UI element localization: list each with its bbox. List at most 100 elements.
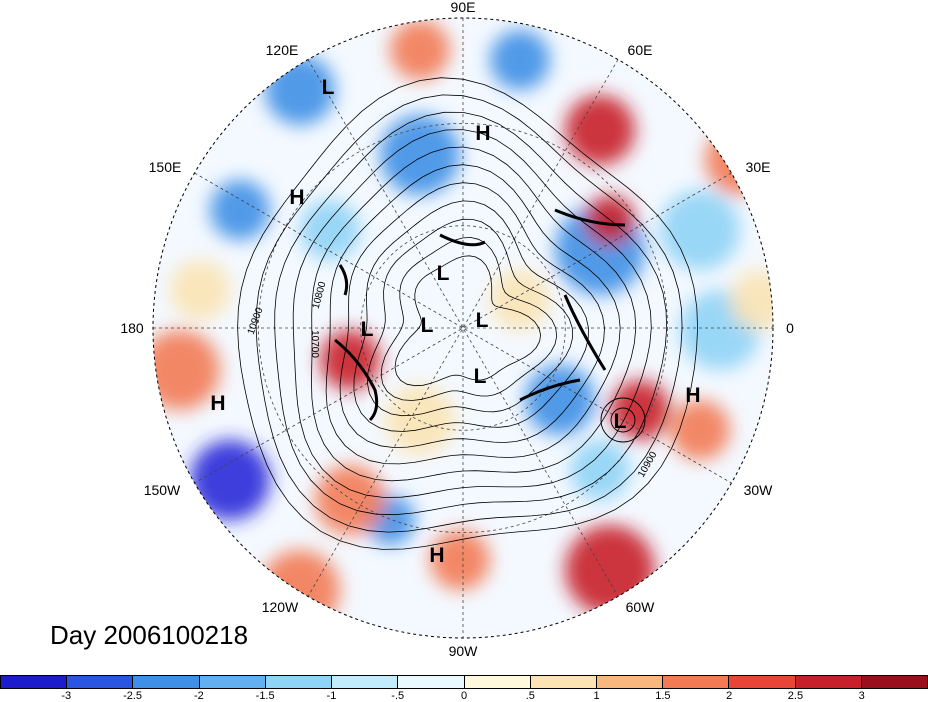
colorbar-segment [530, 676, 597, 688]
longitude-label: 0 [786, 320, 794, 336]
low-pressure-label: L [437, 262, 450, 285]
anomaly-patch [380, 115, 460, 195]
jet-streak [519, 378, 581, 402]
height-contour [237, 77, 698, 550]
height-contour [255, 94, 683, 533]
high-pressure-label: H [429, 544, 444, 567]
pressure-center-labels: L H H L L L L L H L H H [210, 76, 700, 567]
anomaly-patch [565, 95, 635, 165]
longitude-label: 30W [744, 482, 774, 498]
longitude-label: 150W [144, 482, 181, 498]
jet-streak [338, 264, 349, 296]
height-contour [274, 111, 668, 516]
colorbar [0, 675, 928, 689]
anomaly-patch [170, 260, 230, 320]
meridian-line [307, 59, 619, 597]
colorbar-segment [729, 676, 796, 688]
colorbar-segment [464, 676, 531, 688]
height-contour [325, 164, 621, 465]
anomaly-patch [153, 330, 220, 410]
colorbar-segment [398, 676, 465, 688]
anomaly-patch [190, 440, 270, 520]
anomaly-patch [315, 465, 385, 535]
anomaly-patch [430, 530, 490, 590]
anomaly-patch [610, 380, 670, 440]
colorbar-segment [663, 676, 730, 688]
colorbar-tick-label: -3 [61, 690, 72, 702]
colorbar-tick-label: 1.5 [655, 690, 671, 702]
colorbar-tick-label: 2.5 [787, 690, 804, 702]
height-contours [237, 77, 698, 550]
colorbar-tick-label: -1 [326, 690, 337, 702]
height-contour [311, 146, 637, 482]
colorbar-tick-label: 2 [726, 690, 733, 702]
colorbar-tick-label: -2 [193, 690, 204, 702]
anomaly-patch [730, 270, 773, 330]
height-contour [610, 407, 636, 433]
jet-streak [334, 338, 379, 422]
longitude-label: 30E [746, 159, 771, 175]
colorbar-segment [795, 676, 862, 688]
longitude-labels: 90E 60E 30E 0 30W 60W 90W 120W 150W 180 150E 120E [120, 0, 794, 659]
low-pressure-label: L [421, 314, 434, 337]
jet-streak [439, 233, 486, 247]
anomaly-patch [385, 385, 455, 455]
colorbar-ticks: -3 -2.5 -2 -1.5 -1 -.5 0 .5 1 1.5 2 2.5 3 [0, 690, 928, 702]
colorbar-tick-label: -2.5 [123, 690, 143, 702]
colorbar-segment [265, 676, 333, 688]
day-label: Day 2006100218 [50, 620, 249, 650]
height-contour [339, 182, 605, 449]
meridian-line [307, 59, 619, 597]
high-pressure-label: H [475, 122, 490, 145]
anomaly-patch [570, 440, 630, 500]
jet-streak [554, 208, 626, 227]
longitude-label: 60E [628, 42, 653, 58]
longitude-label: 120E [266, 42, 299, 58]
high-pressure-label: H [685, 384, 700, 407]
longitude-label: 90E [451, 0, 476, 15]
anomaly-patch [525, 365, 595, 435]
colorbar-tick-label: 3 [858, 690, 865, 702]
map-boundary [152, 17, 774, 639]
longitude-label: 150E [149, 159, 182, 175]
colorbar-segment [133, 676, 200, 688]
colorbar-segment [332, 676, 399, 688]
high-pressure-label: H [210, 392, 225, 415]
high-pressure-label: H [289, 186, 304, 209]
latitude-circle [257, 122, 669, 534]
longitude-label: 120W [262, 599, 299, 615]
contour-value-label: 10700 [309, 330, 320, 358]
anomaly-patch [390, 20, 450, 80]
colorbar-tick-label: 0 [460, 690, 468, 702]
height-contour [600, 397, 646, 443]
low-pressure-label: L [474, 365, 487, 388]
low-pressure-label: L [361, 318, 374, 341]
longitude-label: 90W [449, 643, 479, 659]
colorbar-segment [596, 676, 664, 688]
latitude-circle [360, 225, 566, 431]
longitude-label: 60W [626, 599, 656, 615]
height-contour [292, 129, 652, 498]
colorbar-tick-label: -.5 [391, 690, 405, 702]
anomaly-patch [300, 200, 360, 260]
low-pressure-label: L [322, 76, 335, 99]
low-pressure-label: L [476, 309, 489, 332]
colorbar-tick-label: .5 [525, 690, 535, 702]
anomaly-patch [260, 550, 340, 630]
longitude-label: 180 [120, 320, 144, 336]
height-contour [380, 237, 558, 401]
jet-streaks [334, 208, 626, 422]
anomaly-patch [670, 400, 730, 460]
low-pressure-label: L [614, 410, 627, 433]
colorbar-segment [199, 676, 266, 688]
colorbar-tick-label: 1 [593, 690, 600, 702]
height-contour [353, 200, 589, 432]
colorbar-segment [861, 676, 928, 688]
colorbar-segment [1, 676, 68, 688]
height-contour [394, 255, 542, 387]
jet-streak [563, 294, 607, 371]
anomaly-patch [490, 30, 550, 90]
height-contour [366, 218, 574, 417]
colorbar-segment [67, 676, 134, 688]
